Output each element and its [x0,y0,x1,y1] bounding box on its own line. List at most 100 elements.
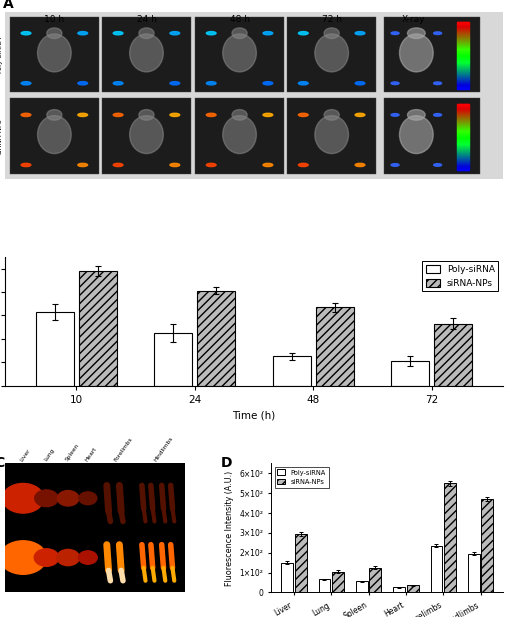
Bar [457,124,468,125]
Bar [457,76,468,77]
Bar [457,144,468,145]
Bar [457,68,468,69]
Circle shape [78,31,87,35]
Ellipse shape [139,110,154,120]
Bar [457,125,468,126]
Bar [457,37,468,38]
Circle shape [298,114,308,117]
Bar [457,72,468,73]
Bar [457,86,468,87]
Bar [457,121,468,122]
Bar [457,51,468,52]
Circle shape [113,164,123,167]
Bar [457,167,468,168]
Circle shape [355,81,365,85]
Bar [457,127,468,128]
Bar [406,586,419,592]
Bar [430,546,442,592]
Bar [457,141,468,143]
Bar [457,160,468,161]
Ellipse shape [324,110,339,120]
Bar [457,41,468,42]
Bar [457,88,468,89]
Circle shape [170,114,180,117]
Bar [281,563,293,592]
Bar [457,46,468,47]
Circle shape [263,81,273,85]
Bar [457,138,468,139]
Bar [385,98,480,174]
Text: 24 h: 24 h [137,15,156,24]
Text: Liver: Liver [19,447,32,462]
Bar [457,44,468,45]
Ellipse shape [130,115,163,154]
Bar [457,35,468,36]
Bar [457,65,468,66]
Bar [457,145,468,146]
Ellipse shape [407,28,425,38]
Bar [295,534,306,592]
Bar [457,114,468,115]
Bar [457,56,468,57]
Bar [468,553,480,592]
Text: D: D [220,456,232,470]
Bar [457,69,468,70]
Bar [457,48,468,49]
Bar [457,108,468,109]
Bar [457,129,468,130]
Bar [457,75,468,76]
Bar [457,117,468,118]
Bar [457,152,468,153]
Bar [457,133,468,135]
Bar [457,149,468,150]
Bar [457,110,468,111]
Bar [457,161,468,162]
Ellipse shape [38,34,71,72]
Bar [457,143,468,144]
Legend: Poly-siRNA, siRNA-NPs: Poly-siRNA, siRNA-NPs [423,262,498,291]
Bar [457,137,468,138]
Text: siRNA-NPs: siRNA-NPs [0,118,3,154]
Ellipse shape [407,110,425,120]
Text: Forelimbs: Forelimbs [113,436,134,462]
Bar [457,139,468,140]
Ellipse shape [399,34,433,72]
Bar [457,71,468,72]
Bar [457,30,468,31]
Circle shape [298,164,308,167]
Bar [457,47,468,48]
Bar [457,25,468,26]
Bar [457,26,468,27]
Bar [457,55,468,56]
Circle shape [206,81,216,85]
Ellipse shape [223,115,257,154]
Circle shape [298,31,308,35]
Bar [154,333,193,386]
Bar [457,123,468,124]
Bar [457,59,468,60]
Text: X-ray: X-ray [402,15,425,24]
Circle shape [170,164,180,167]
Ellipse shape [399,115,433,154]
Bar [457,38,468,39]
Bar [457,148,468,149]
Bar [457,22,468,23]
Bar [444,483,456,592]
Bar [457,78,468,79]
Bar [457,151,468,152]
Bar [457,157,468,158]
Bar [457,81,468,82]
Bar [457,105,468,106]
Bar [315,307,354,386]
Bar [457,23,468,24]
Bar [457,80,468,81]
Bar [457,84,468,85]
Text: A: A [3,0,13,10]
Bar [457,106,468,107]
X-axis label: Time (h): Time (h) [232,410,276,420]
Bar [457,153,468,154]
Bar [457,73,468,74]
Circle shape [434,32,441,35]
Bar [457,31,468,32]
Bar [457,164,468,165]
